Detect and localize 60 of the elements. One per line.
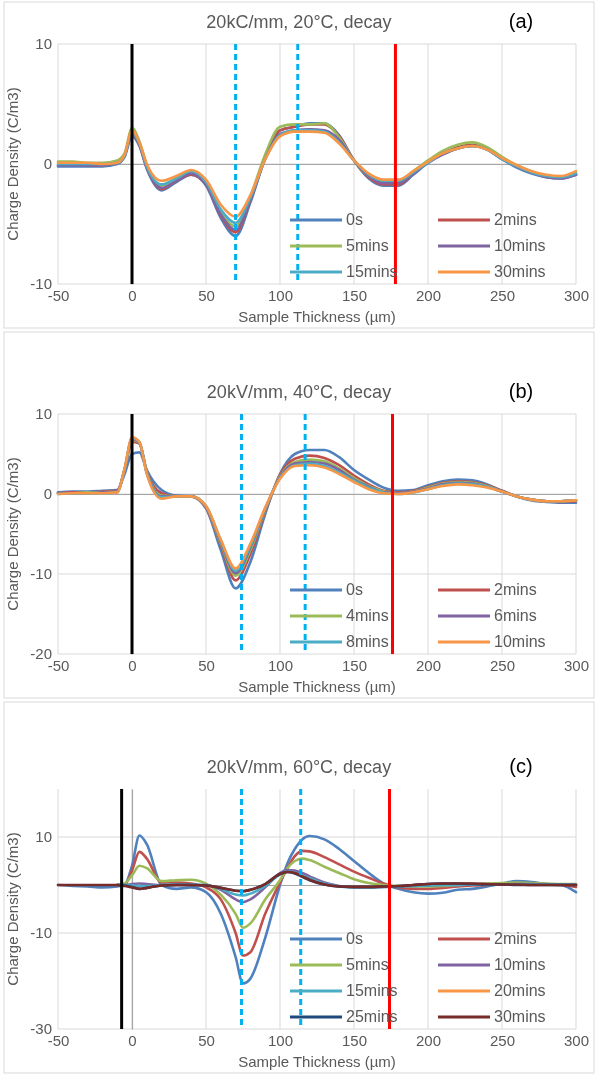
legend-label: 30mins <box>494 1008 546 1025</box>
legend-label: 2mins <box>494 211 537 228</box>
y-axis-title: Charge Density (C/m3) <box>4 832 21 986</box>
legend-label: 8mins <box>346 633 389 650</box>
x-tick-label: 300 <box>563 656 590 674</box>
chart-title: 20kV/mm, 40°C, decay <box>206 382 392 402</box>
x-tick-label: 200 <box>415 286 442 304</box>
y-tick-label: 10 <box>35 405 52 423</box>
legend-label: 2mins <box>494 581 537 598</box>
y-tick-label: -30 <box>30 1020 52 1038</box>
legend-label: 4mins <box>346 607 389 624</box>
text: (b) <box>508 380 534 402</box>
x-tick-label: 100 <box>267 286 294 304</box>
x-tick-label: 150 <box>341 1031 368 1049</box>
chart-title: 20kC/mm, 20°C, decay <box>206 12 392 32</box>
y-tick-label: 10 <box>35 35 52 53</box>
y-tick-label: 0 <box>43 155 52 173</box>
x-tick-label: 50 <box>198 286 215 304</box>
x-tick-label: 50 <box>198 656 215 674</box>
x-tick-label: 100 <box>267 1031 294 1049</box>
legend-label: 5mins <box>346 237 389 254</box>
y-tick-label: -10 <box>30 275 52 293</box>
y-tick-label: -10 <box>30 924 52 942</box>
legend-label: 0s <box>346 581 363 598</box>
legend-label: 0s <box>346 211 363 228</box>
x-tick-label: 250 <box>489 286 516 304</box>
legend-label: 10mins <box>494 633 546 650</box>
x-tick-label: 0 <box>128 286 137 304</box>
x-tick-label: 300 <box>563 1031 590 1049</box>
x-tick-label: 50 <box>198 1031 215 1049</box>
x-tick-label: 300 <box>563 286 590 304</box>
legend-label: 0s <box>346 930 363 947</box>
x-tick-label: 250 <box>489 656 516 674</box>
x-axis-title: Sample Thickness (µm) <box>238 1053 396 1070</box>
chart-title: 20kV/mm, 60°C, decay <box>206 757 392 777</box>
y-axis-title: Charge Density (C/m3) <box>4 457 21 611</box>
x-tick-label: 200 <box>415 1031 442 1049</box>
y-tick-label: 10 <box>35 828 52 846</box>
x-tick-label: 250 <box>489 1031 516 1049</box>
legend-label: 20mins <box>494 982 546 999</box>
x-tick-label: 150 <box>341 656 368 674</box>
legend-label: 10mins <box>494 237 546 254</box>
legend-label: 6mins <box>494 607 537 624</box>
x-axis-title: Sample Thickness (µm) <box>238 678 396 695</box>
x-tick-label: 150 <box>341 286 368 304</box>
text: (a) <box>508 10 534 32</box>
legend-label: 10mins <box>494 956 546 973</box>
y-tick-label: -20 <box>30 645 52 663</box>
legend-label: 30mins <box>494 263 546 280</box>
x-tick-label: 100 <box>267 656 294 674</box>
x-tick-label: 0 <box>128 656 137 674</box>
legend-label: 5mins <box>346 956 389 973</box>
x-tick-label: 0 <box>128 1031 137 1049</box>
x-axis-title: Sample Thickness (µm) <box>238 308 396 325</box>
x-tick-label: 200 <box>415 656 442 674</box>
y-tick-label: -10 <box>30 565 52 583</box>
y-tick-label: 0 <box>43 485 52 503</box>
y-axis-title: Charge Density (C/m3) <box>4 87 21 241</box>
text: (c) <box>509 755 533 777</box>
legend-label: 2mins <box>494 930 537 947</box>
